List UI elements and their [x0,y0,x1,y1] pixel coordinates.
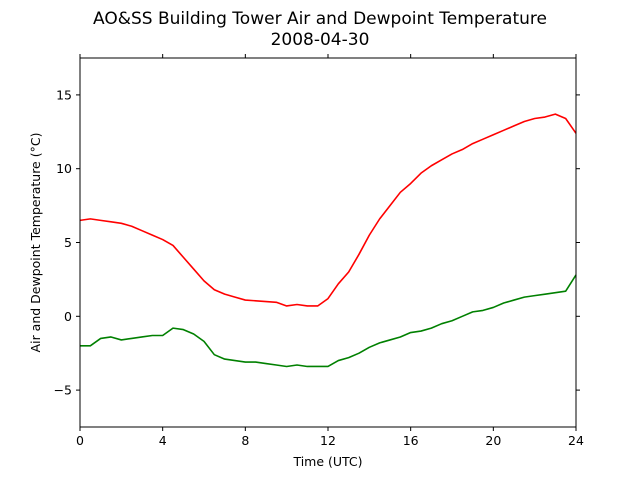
x-axis-label: Time (UTC) [292,454,362,469]
x-tick-label: 12 [320,433,336,448]
y-tick-label: 10 [56,161,72,176]
x-tick-label: 8 [241,433,249,448]
y-axis-label: Air and Dewpoint Temperature (°C) [28,133,43,353]
y-tick-label: −5 [54,383,72,398]
x-tick-label: 4 [159,433,167,448]
plot-area-frame [79,57,577,428]
x-tick-label: 16 [403,433,419,448]
x-tick-label: 20 [485,433,501,448]
x-tick-label: 0 [76,433,84,448]
x-tick-label: 24 [568,433,584,448]
chart-title: AO&SS Building Tower Air and Dewpoint Te… [93,9,547,29]
chart-subtitle: 2008-04-30 [271,30,370,50]
y-tick-label: 15 [56,87,72,102]
y-tick-label: 0 [64,309,72,324]
y-tick-label: 5 [64,235,72,250]
series-layer [79,113,577,368]
series-line-0 [79,113,577,307]
ticks-layer: 0 4 8 12 16 20 24 −5 0 5 10 15 [54,54,584,448]
series-line-1 [80,274,577,368]
